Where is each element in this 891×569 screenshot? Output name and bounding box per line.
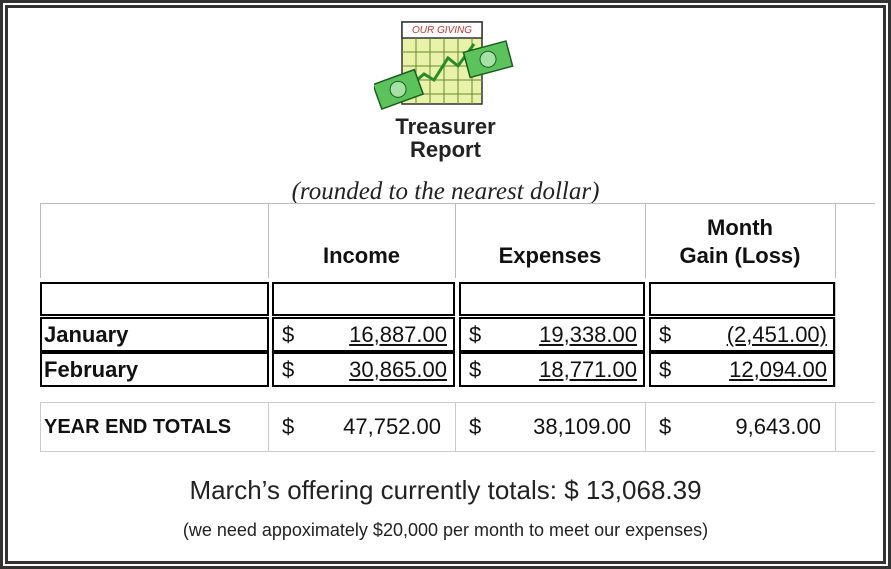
row-cell (459, 317, 645, 352)
header-divider (268, 203, 269, 278)
amount: 16,887.00 (349, 322, 447, 347)
currency: $ (659, 357, 672, 382)
subtitle: (rounded to the nearest dollar) (291, 178, 600, 205)
icon-text: OUR GIVING (412, 25, 472, 36)
footer-line1: March’s offering currently totals: $ 13,… (189, 475, 702, 505)
currency: $ (659, 322, 672, 347)
amount: (2,451.00) (726, 322, 827, 347)
row-cell (272, 282, 455, 316)
icon-bill-right (462, 40, 514, 79)
row-extra (835, 352, 836, 387)
currency: $ (469, 414, 482, 439)
row-cell (649, 317, 835, 352)
title-line2: Report (410, 137, 481, 162)
row-label-cell (40, 317, 269, 352)
footer-line2: (we need appoximately $20,000 per month … (182, 520, 709, 540)
icon-trend (409, 43, 476, 88)
row-extra (835, 282, 836, 316)
row-label: February (44, 357, 139, 382)
currency: $ (469, 322, 482, 347)
currency: $ (659, 414, 672, 439)
icon-bill-left (374, 68, 425, 111)
column-header: Gain (Loss) (679, 243, 801, 268)
row-cell (459, 352, 645, 387)
header-divider (645, 203, 646, 278)
amount: 38,109.00 (533, 414, 631, 439)
amount: 47,752.00 (343, 414, 441, 439)
amount: 30,865.00 (349, 357, 447, 382)
column-header: Expenses (498, 243, 602, 268)
row-label-cell (40, 282, 269, 316)
row-cell (272, 352, 455, 387)
title-line1: Treasurer (395, 114, 496, 139)
amount: 12,094.00 (729, 357, 827, 382)
header-divider (455, 203, 456, 278)
totals-frame (40, 402, 875, 452)
column-header: Income (322, 243, 401, 268)
row-cell (649, 352, 835, 387)
totals-label: YEAR END TOTALS (44, 416, 232, 438)
totals-divider (268, 402, 269, 452)
row-extra (835, 317, 836, 352)
currency: $ (469, 357, 482, 382)
row-cell (459, 282, 645, 316)
header-divider (835, 203, 836, 278)
column-header: Month (707, 215, 773, 240)
icon: OUR GIVING (374, 21, 514, 111)
amount: 18,771.00 (539, 357, 637, 382)
amount: 19,338.00 (539, 322, 637, 347)
totals-divider (455, 402, 456, 452)
header-row-frame (40, 203, 875, 278)
currency: $ (282, 357, 295, 382)
totals-divider (835, 402, 836, 452)
icon-calendar-top (401, 21, 483, 39)
currency: $ (282, 414, 295, 439)
currency: $ (282, 322, 295, 347)
row-cell (272, 317, 455, 352)
row-label: January (44, 322, 129, 347)
row-cell (649, 282, 835, 316)
totals-divider (645, 402, 646, 452)
amount: 9,643.00 (735, 414, 821, 439)
row-label-cell (40, 352, 269, 387)
